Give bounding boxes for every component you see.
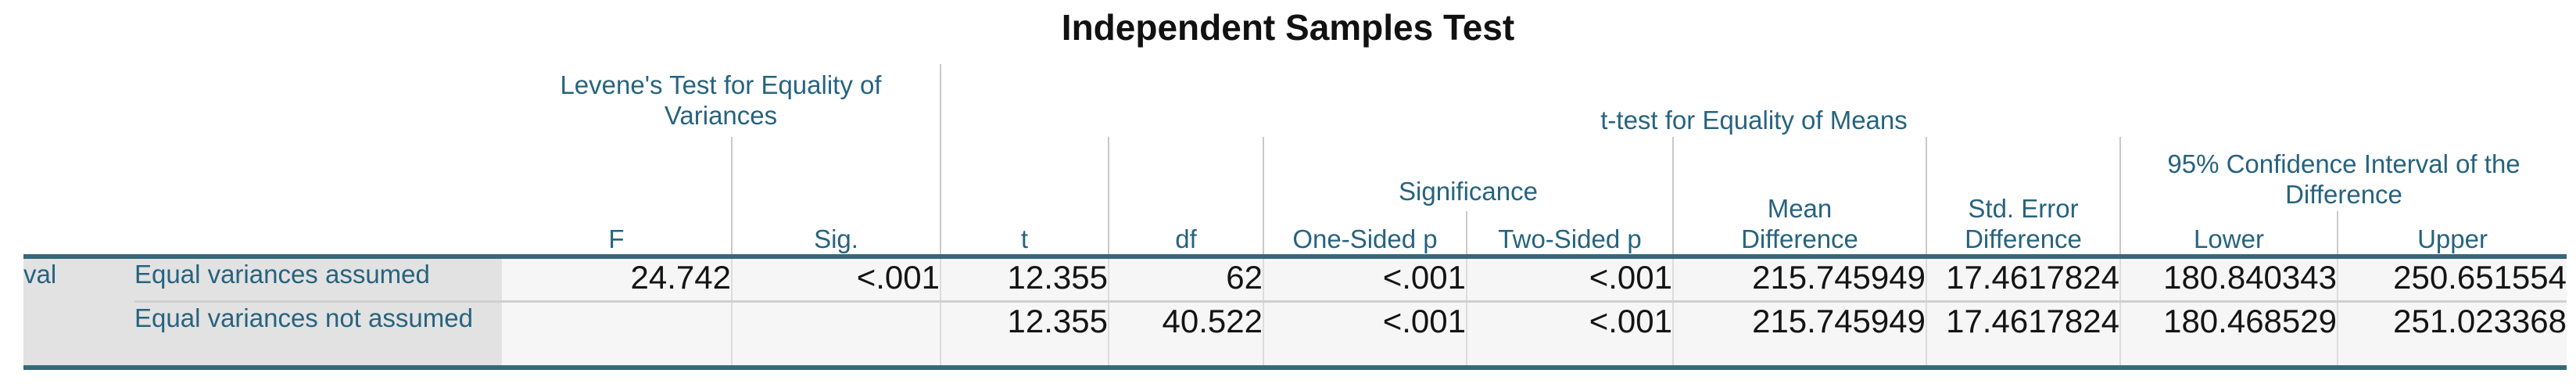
table-cell: 62 [1108, 254, 1263, 301]
row-label: Equal variances not assumed [134, 300, 502, 370]
group-header-ttest: t-test for Equality of Means [939, 64, 2567, 137]
table-cell: 251.023368 [2336, 300, 2567, 370]
table-cell: 250.651554 [2336, 254, 2567, 301]
table-cell: <.001 [1466, 300, 1673, 370]
group-header-levene: Levene's Test for Equality of Variances [502, 64, 940, 137]
table-cell: <.001 [731, 254, 940, 301]
header-corner-blank [23, 64, 502, 257]
table-cell: <.001 [1466, 254, 1673, 301]
table-cell: 12.355 [940, 300, 1109, 370]
table-cell: <.001 [1263, 300, 1467, 370]
header-spacer-f [502, 137, 732, 211]
row-dimension-label: val [23, 254, 134, 370]
column-header-mean-difference: Mean Difference [1672, 137, 1926, 257]
column-header-t: t [940, 211, 1109, 257]
column-header-std-error-difference: Std. Error Difference [1926, 137, 2120, 257]
table-title: Independent Samples Test [1061, 7, 1515, 48]
row-label: Equal variances assumed [134, 254, 502, 301]
column-header-two-sided-p: Two-Sided p [1466, 211, 1673, 257]
column-header-std-error-difference-label: Std. Error Difference [1965, 194, 2082, 253]
header-spacer-df [1108, 137, 1263, 211]
independent-samples-test-table[interactable]: Levene's Test for Equality of Variances … [23, 64, 2567, 370]
table-cell: 180.840343 [2119, 254, 2338, 301]
column-header-df: df [1108, 211, 1263, 257]
header-spacer-t [940, 137, 1109, 211]
column-header-lower: Lower [2119, 211, 2338, 257]
table-cell [731, 300, 940, 370]
table-cell: 24.742 [502, 254, 732, 301]
table-cell: 180.468529 [2119, 300, 2338, 370]
table-cell: 40.522 [1108, 300, 1263, 370]
group-header-significance: Significance [1263, 137, 1673, 211]
column-header-f: F [502, 211, 732, 257]
header-spacer-sig [731, 137, 940, 211]
table-cell: <.001 [1263, 254, 1467, 301]
table-cell: 215.745949 [1672, 300, 1926, 370]
column-header-mean-difference-label: Mean Difference [1741, 194, 1858, 253]
group-header-confidence-interval: 95% Confidence Interval of the Differenc… [2119, 137, 2567, 211]
table-cell: 12.355 [940, 254, 1109, 301]
column-header-upper: Upper [2336, 211, 2567, 257]
column-header-sig: Sig. [731, 211, 940, 257]
table-cell: 215.745949 [1672, 254, 1926, 301]
column-header-one-sided-p: One-Sided p [1263, 211, 1467, 257]
table-cell: 17.4617824 [1926, 300, 2120, 370]
table-cell [502, 300, 732, 370]
table-cell: 17.4617824 [1926, 254, 2120, 301]
